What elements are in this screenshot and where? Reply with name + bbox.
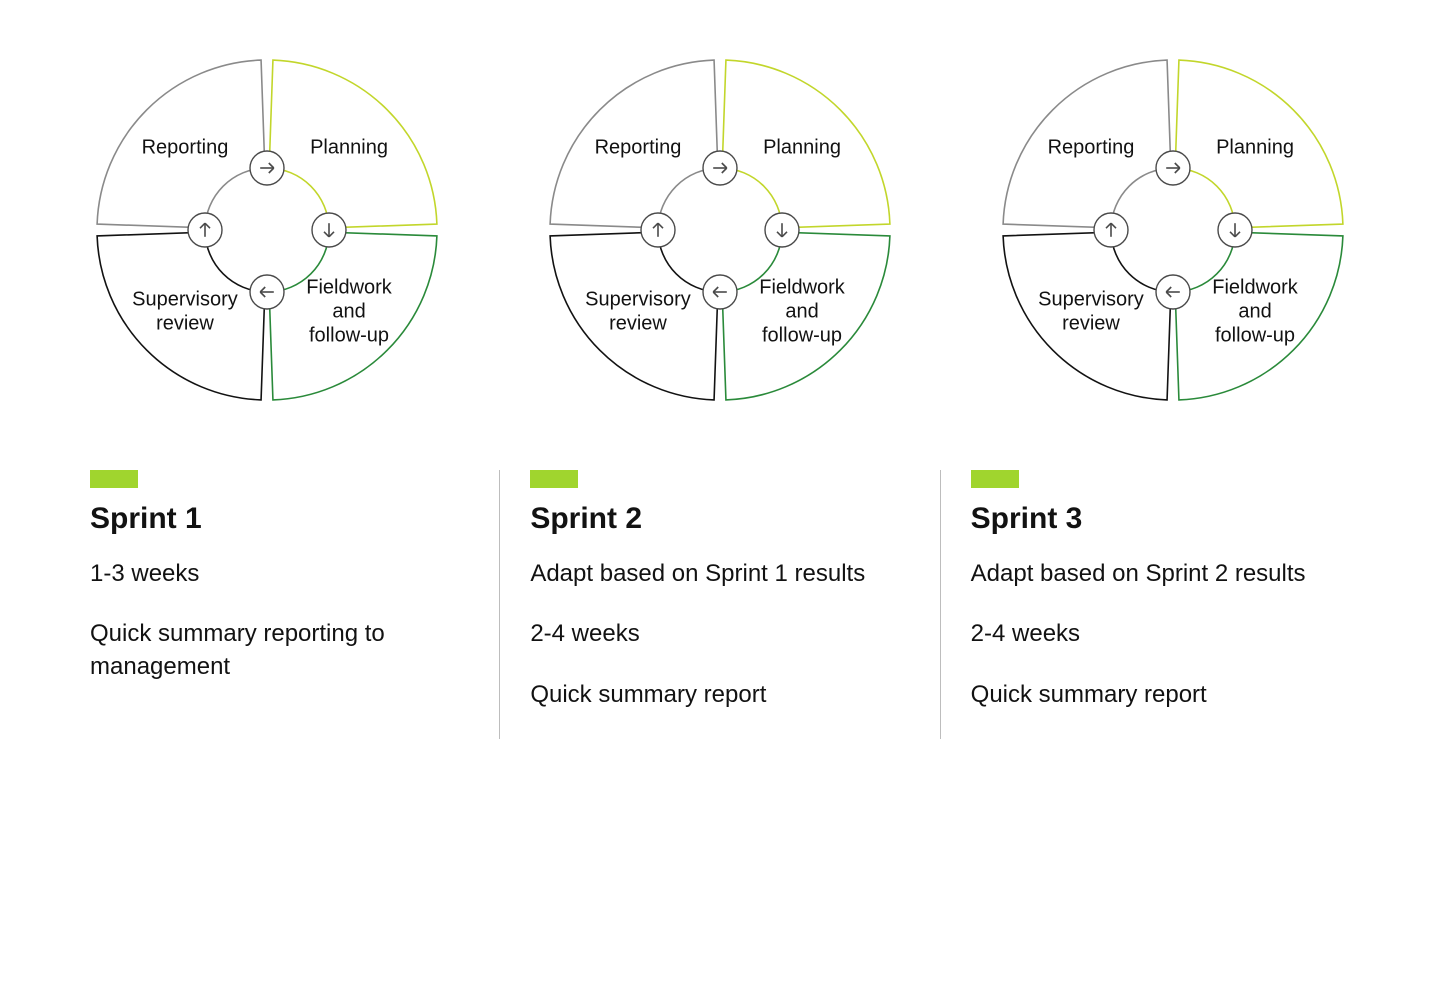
quadrant-label-fieldwork: follow-up xyxy=(309,324,389,346)
sprint-paragraph: Adapt based on Sprint 2 results xyxy=(971,558,1331,590)
arrow-top-icon xyxy=(703,151,737,185)
sprint-paragraph: 2-4 weeks xyxy=(530,618,890,650)
accent-bar xyxy=(90,470,138,488)
cycle-donut: Reporting Planning Fieldworkandfollow-up Su… xyxy=(530,40,910,420)
quadrant-label-fieldwork: Fieldwork xyxy=(1213,276,1300,298)
sprint-body: Adapt based on Sprint 1 results 2-4 week… xyxy=(530,558,909,711)
quadrant-label-reporting: Reporting xyxy=(141,136,228,158)
quadrant-label-fieldwork: Fieldwork xyxy=(306,276,393,298)
diagram-sprint-1: Reporting Planning Fieldworkandfollow-up Su… xyxy=(60,40,473,420)
sprint-title: Sprint 3 xyxy=(971,502,1350,536)
arrow-left-icon xyxy=(188,213,222,247)
quadrant-label-supervisory: Supervisory xyxy=(1038,288,1144,310)
arrow-bottom-icon xyxy=(250,275,284,309)
sprint-paragraph: 2-4 weeks xyxy=(971,618,1331,650)
sprint-col-3: Sprint 3 Adapt based on Sprint 2 results… xyxy=(940,470,1380,739)
quadrant-label-fieldwork: and xyxy=(332,300,365,322)
quadrant-label-fieldwork: Fieldwork xyxy=(759,276,846,298)
arrow-right-icon xyxy=(765,213,799,247)
arrow-right-icon xyxy=(1218,213,1252,247)
arrow-top-icon xyxy=(1156,151,1190,185)
sprint-col-1: Sprint 1 1-3 weeks Quick summary reporti… xyxy=(60,470,499,739)
quadrant-label-supervisory: review xyxy=(156,312,214,334)
arrow-bottom-icon xyxy=(1156,275,1190,309)
diagram-sprint-3: Reporting Planning Fieldworkandfollow-up Su… xyxy=(967,40,1380,420)
sprint-col-2: Sprint 2 Adapt based on Sprint 1 results… xyxy=(499,470,939,739)
sprint-paragraph: 1-3 weeks xyxy=(90,558,450,590)
diagram-row: ReportingPlanningFieldworkandfollow-upSu… xyxy=(60,40,1380,420)
sprint-paragraph: Quick summary report xyxy=(971,679,1331,711)
quadrant-label-supervisory: Supervisory xyxy=(585,288,691,310)
sprint-row: Sprint 1 1-3 weeks Quick summary reporti… xyxy=(60,470,1380,739)
quadrant-label-supervisory: Supervisory xyxy=(132,288,238,310)
quadrant-label-reporting: Reporting xyxy=(1048,136,1135,158)
quadrant-label-supervisory: review xyxy=(1062,312,1120,334)
quadrant-label-fieldwork: follow-up xyxy=(1215,324,1295,346)
quadrant-label-fieldwork: and xyxy=(785,300,818,322)
arrow-right-icon xyxy=(312,213,346,247)
accent-bar xyxy=(971,470,1019,488)
arrow-left-icon xyxy=(1094,213,1128,247)
arrow-top-icon xyxy=(250,151,284,185)
quadrant-label-planning: Planning xyxy=(310,136,388,158)
sprint-paragraph: Quick summary reporting to management xyxy=(90,618,450,683)
quadrant-label-planning: Planning xyxy=(1216,136,1294,158)
arrow-left-icon xyxy=(641,213,675,247)
sprint-paragraph: Quick summary report xyxy=(530,679,890,711)
quadrant-label-fieldwork: follow-up xyxy=(762,324,842,346)
sprint-title: Sprint 1 xyxy=(90,502,469,536)
diagram-sprint-2: Reporting Planning Fieldworkandfollow-up Su… xyxy=(513,40,926,420)
cycle-donut: Reporting Planning Fieldworkandfollow-up Su… xyxy=(983,40,1363,420)
arrow-bottom-icon xyxy=(703,275,737,309)
quadrant-label-reporting: Reporting xyxy=(595,136,682,158)
quadrant-label-planning: Planning xyxy=(763,136,841,158)
cycle-donut: Reporting Planning Fieldworkandfollow-up Su… xyxy=(77,40,457,420)
quadrant-label-supervisory: review xyxy=(609,312,667,334)
quadrant-label-fieldwork: and xyxy=(1239,300,1272,322)
sprint-title: Sprint 2 xyxy=(530,502,909,536)
accent-bar xyxy=(530,470,578,488)
sprint-body: 1-3 weeks Quick summary reporting to man… xyxy=(90,558,469,683)
sprint-paragraph: Adapt based on Sprint 1 results xyxy=(530,558,890,590)
sprint-body: Adapt based on Sprint 2 results 2-4 week… xyxy=(971,558,1350,711)
